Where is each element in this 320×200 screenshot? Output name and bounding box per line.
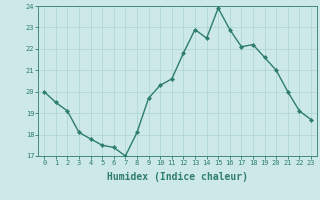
X-axis label: Humidex (Indice chaleur): Humidex (Indice chaleur): [107, 172, 248, 182]
